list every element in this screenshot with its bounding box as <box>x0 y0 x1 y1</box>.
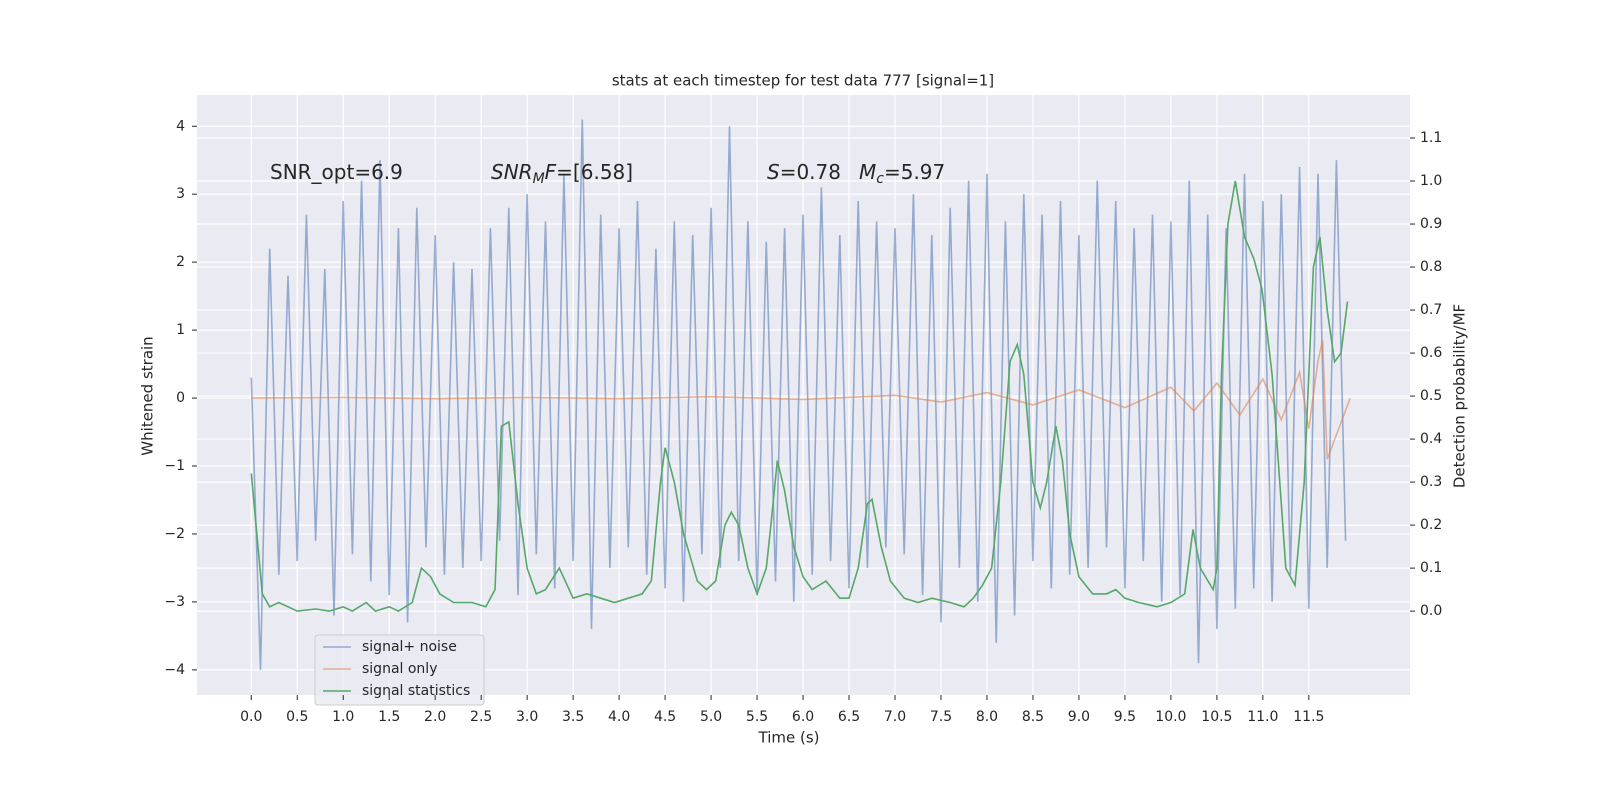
y2-tick-label: 0.4 <box>1420 431 1442 447</box>
y2-tick-label: 0.0 <box>1420 603 1442 619</box>
x-tick-label: 8.0 <box>976 709 998 725</box>
series-line <box>251 340 1351 460</box>
chart-title: stats at each timestep for test data 777… <box>612 72 994 90</box>
y2-tick-label: 0.8 <box>1420 259 1442 275</box>
annotation-text: SNR <box>491 160 533 184</box>
annotation-text: F <box>545 160 557 184</box>
y-tick-label: 0 <box>176 390 185 406</box>
y2-tick-label: 1.1 <box>1420 130 1442 146</box>
x-tick-label: 4.0 <box>608 709 630 725</box>
x-tick-label: 1.5 <box>378 709 400 725</box>
legend-label: signal+ noise <box>362 639 457 655</box>
x-tick-label: 9.0 <box>1068 709 1090 725</box>
y2-tick-label: 0.1 <box>1420 560 1442 576</box>
x-tick-label: 6.5 <box>838 709 860 725</box>
x-tick-label: 3.5 <box>562 709 584 725</box>
x-axis-label: Time (s) <box>758 729 820 747</box>
series-line <box>250 180 1349 613</box>
x-tick-label: 4.5 <box>654 709 676 725</box>
annotation-text: M <box>533 171 545 187</box>
annotation: Mc=5.97 <box>859 160 945 188</box>
annotation-text: =5.97 <box>884 160 945 184</box>
x-tick-label: 3.0 <box>516 709 538 725</box>
x-tick-label: 7.5 <box>930 709 952 725</box>
y2-tick-label: 0.7 <box>1420 302 1442 318</box>
y-tick-label: 2 <box>176 254 185 270</box>
annotation-text: SNR_opt=6.9 <box>270 160 403 184</box>
annotation-text: =0.78 <box>780 160 841 184</box>
y2-tick-label: 0.3 <box>1420 474 1442 490</box>
x-tick-label: 8.5 <box>1022 709 1044 725</box>
y2-tick-label: 0.9 <box>1420 216 1442 232</box>
y2-axis-label: Detection probability/MF <box>1451 304 1469 488</box>
x-tick-label: 10.0 <box>1155 709 1186 725</box>
x-tick-label: 0.5 <box>286 709 308 725</box>
y2-tick-label: 0.6 <box>1420 345 1442 361</box>
y-tick-label: −1 <box>164 458 185 474</box>
x-tick-label: 2.0 <box>424 709 446 725</box>
y2-tick-label: 1.0 <box>1420 173 1442 189</box>
series-line <box>250 119 1347 670</box>
grid <box>197 95 1410 695</box>
annotation-text: =[6.58] <box>556 160 633 184</box>
x-tick-label: 11.5 <box>1293 709 1324 725</box>
legend-label: signal statistics <box>362 683 470 699</box>
marks <box>250 119 1351 670</box>
annotation: SNRMF=[6.58] <box>491 160 633 188</box>
annotation: SNR_opt=6.9 <box>270 160 403 184</box>
y-tick-label: −3 <box>164 594 185 610</box>
x-tick-label: 2.5 <box>470 709 492 725</box>
annotation-text: S <box>767 160 780 184</box>
annotation-text: c <box>876 171 884 187</box>
x-tick-label: 7.0 <box>884 709 906 725</box>
y2-tick-label: 0.5 <box>1420 388 1442 404</box>
legend: signal+ noise signal only signal statistic… <box>314 634 485 706</box>
y-tick-label: 4 <box>176 118 185 134</box>
y-axis-label: Whitened strain <box>139 336 157 455</box>
legend-label: signal only <box>362 661 437 677</box>
x-tick-label: 6.0 <box>792 709 814 725</box>
y-tick-label: −4 <box>164 662 185 678</box>
annotation: S=0.78 <box>767 160 841 184</box>
x-tick-label: 1.0 <box>332 709 354 725</box>
y-tick-label: 1 <box>176 322 185 338</box>
x-tick-label: 5.5 <box>746 709 768 725</box>
x-tick-label: 10.5 <box>1201 709 1232 725</box>
y-tick-label: 3 <box>176 186 185 202</box>
annotation-text: M <box>859 160 876 184</box>
y-tick-label: −2 <box>164 526 185 542</box>
x-tick-label: 9.5 <box>1114 709 1136 725</box>
y2-tick-label: 0.2 <box>1420 517 1442 533</box>
x-tick-label: 5.0 <box>700 709 722 725</box>
legend-box <box>314 634 485 706</box>
x-tick-label: 11.0 <box>1247 709 1278 725</box>
x-tick-label: 0.0 <box>240 709 262 725</box>
